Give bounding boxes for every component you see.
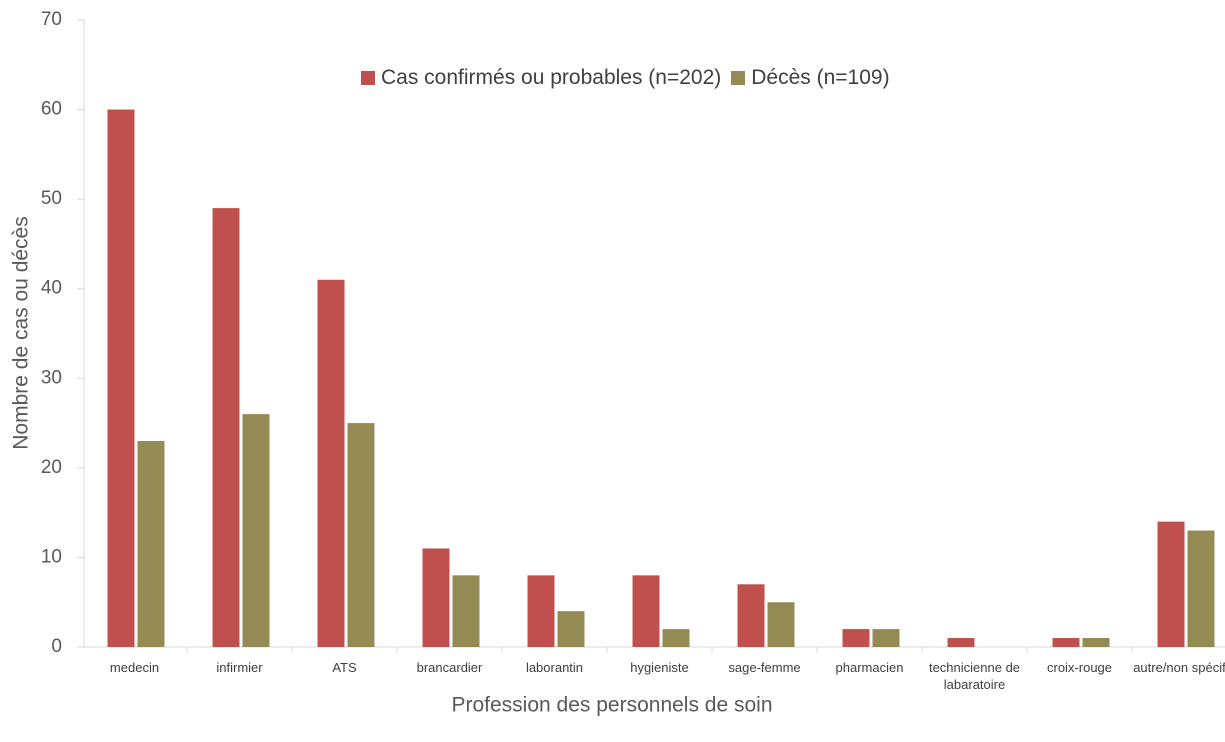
bar — [137, 440, 165, 647]
y-tick-label: 60 — [41, 99, 62, 120]
x-tick-label: medecin — [109, 660, 160, 675]
bar — [107, 109, 135, 648]
bar — [422, 548, 450, 647]
legend-item: Décès (n=109) — [731, 66, 890, 90]
bar — [632, 575, 660, 647]
bar — [527, 575, 555, 647]
legend-swatch — [361, 71, 375, 85]
legend-swatch — [731, 71, 746, 85]
y-axis-title: Nombre de cas ou décès — [10, 216, 33, 449]
x-tick-label: laborantin — [525, 660, 584, 675]
bar — [317, 279, 345, 647]
x-tick-label: infirmier — [216, 660, 263, 675]
x-tick-label: hygieniste — [630, 660, 689, 675]
y-tick-label: 0 — [51, 636, 62, 657]
y-tick-label: 70 — [41, 9, 62, 30]
bar — [662, 629, 690, 647]
bar — [557, 611, 585, 647]
x-tick-label: sage-femme — [728, 660, 801, 675]
bar — [842, 629, 870, 647]
bar — [347, 423, 375, 647]
x-tick-label: technicienne de labaratoire — [928, 660, 1021, 692]
bar — [767, 602, 795, 647]
bar — [212, 208, 240, 647]
x-tick-label: pharmacien — [835, 660, 904, 675]
bar — [1052, 638, 1080, 647]
bar — [1187, 530, 1215, 647]
x-axis-title: Profession des personnels de soin — [451, 694, 772, 717]
y-tick-label: 20 — [41, 457, 62, 478]
legend: Cas confirmés ou probables (n=202) Décès … — [361, 66, 890, 90]
bar — [737, 584, 765, 647]
x-tick-label: brancardier — [416, 660, 483, 675]
bar — [242, 414, 270, 647]
y-tick-label: 10 — [41, 546, 62, 567]
y-tick-label: 50 — [41, 188, 62, 209]
bar — [1082, 638, 1110, 647]
bar — [452, 575, 480, 647]
legend-item: Cas confirmés ou probables (n=202) — [361, 66, 721, 90]
x-tick-label: croix-rouge — [1046, 660, 1113, 675]
bar — [947, 638, 975, 647]
x-tick-label: ATS — [332, 660, 357, 675]
bar — [1157, 521, 1185, 647]
legend-label: Cas confirmés ou probables (n=202) — [381, 66, 722, 89]
legend-label: Décès (n=109) — [751, 66, 890, 89]
y-tick-label: 30 — [41, 367, 62, 388]
x-tick-label: autre/non spécifié — [1133, 660, 1225, 675]
y-tick-label: 40 — [41, 278, 62, 299]
bar — [872, 629, 900, 647]
